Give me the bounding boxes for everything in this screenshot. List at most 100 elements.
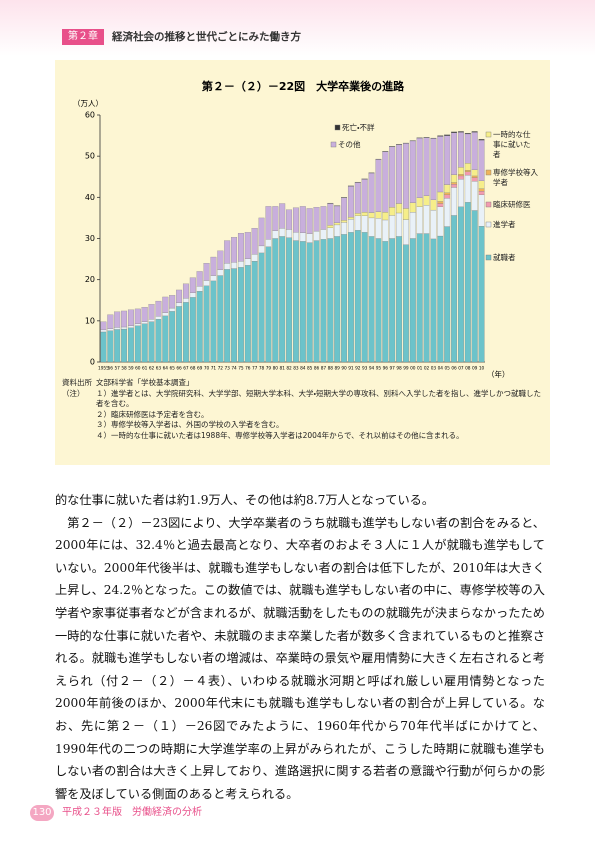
bar-segment: [396, 212, 403, 237]
bar-segment: [306, 242, 313, 363]
bar-segment: [100, 329, 107, 333]
legend-swatch: [485, 131, 492, 138]
bar-segment: [423, 205, 430, 234]
chart-title: 第２－（２）－22図 大学卒業後の進路: [202, 79, 405, 93]
bar-segment: [334, 205, 341, 223]
x-tick-label: 81: [279, 366, 285, 372]
bar-segment: [347, 232, 354, 363]
bar-segment: [402, 143, 409, 209]
y-tick-label: 20: [85, 275, 95, 284]
x-tick-label: 07: [458, 366, 464, 372]
bar-segment: [341, 222, 348, 235]
x-tick-label: 57: [114, 366, 120, 372]
bar-segment: [444, 198, 451, 227]
bar-segment: [313, 230, 320, 241]
bar-segment: [182, 302, 189, 363]
bar-segment: [416, 137, 423, 198]
bar-segment: [464, 132, 471, 135]
x-tick-label: 82: [286, 366, 292, 372]
bar-segment: [437, 191, 444, 202]
note-item: ２）臨床研修医は予定者を含む。: [96, 409, 209, 419]
chart-box: 第２－（２）－22図 大学卒業後の進路 （万人） （年） 0 10 20 30 40 50…: [55, 60, 550, 465]
bar-segment: [251, 261, 258, 363]
x-tick-label: 05: [444, 366, 450, 372]
bar-segment: [471, 169, 478, 177]
legend-swatch: [485, 201, 492, 208]
x-tick-label: 02: [424, 366, 430, 372]
bar-segment: [155, 319, 162, 363]
bar-segment: [265, 239, 272, 247]
bar-segment: [402, 244, 409, 363]
x-tick-label: 65: [169, 366, 175, 372]
bar-segment: [451, 132, 458, 175]
x-tick-label: 80: [273, 366, 279, 372]
x-tick-label: 01: [417, 366, 423, 372]
bar-segment: [334, 222, 341, 226]
bar-segment: [478, 191, 485, 195]
bar-segment: [409, 202, 416, 213]
bar-segment: [100, 331, 107, 363]
bar-segment: [430, 209, 437, 240]
bar-segment: [196, 286, 203, 292]
bar-segment: [382, 241, 389, 363]
series-label: その他: [338, 140, 361, 149]
bar-segment: [279, 236, 286, 363]
bar-segment: [176, 302, 183, 307]
x-tick-label: 89: [334, 366, 340, 372]
source-row: 資料出所 文部科学省「学校基本調査」: [62, 378, 542, 389]
bar-segment: [169, 307, 176, 312]
bar-segment: [464, 171, 471, 176]
bar-segment: [176, 289, 183, 303]
bar-segment: [148, 319, 155, 322]
x-tick-label: 75: [238, 366, 244, 372]
bar-segment: [299, 241, 306, 363]
bar-segment: [437, 206, 444, 237]
bar-segment: [396, 203, 403, 214]
y-unit: （万人）: [73, 99, 103, 108]
bar-segment: [375, 159, 382, 212]
y-tick-label: 30: [85, 234, 95, 243]
bar-segment: [127, 325, 134, 328]
x-tick-label: 1955: [98, 366, 109, 372]
bar-segment: [286, 229, 293, 238]
x-tick-label: 94: [369, 366, 375, 372]
bar-segment: [437, 201, 444, 204]
series-label: 就職者: [493, 253, 516, 262]
x-tick-label: 92: [355, 366, 361, 372]
bar-segment: [444, 226, 451, 363]
chart: 第２－（２）－22図 大学卒業後の進路 （万人） （年） 01020304050…: [73, 79, 510, 379]
bar-segment: [258, 217, 265, 247]
bar-segment: [354, 213, 361, 216]
bar-segment: [464, 163, 471, 171]
bar-segment: [224, 263, 231, 270]
bar-segment: [361, 179, 368, 213]
bar-segment: [389, 146, 396, 208]
bar-segment: [176, 306, 183, 363]
bar-segment: [471, 177, 478, 182]
x-tick-label: 74: [231, 366, 237, 372]
x-tick-label: 67: [183, 366, 189, 372]
bar-segment: [396, 144, 403, 204]
x-tick-label: 63: [156, 366, 162, 372]
bar-segment: [210, 275, 217, 282]
bar-segment: [457, 167, 464, 175]
bar-segment: [375, 211, 382, 219]
bar-segment: [354, 215, 361, 231]
bar-segment: [320, 239, 327, 363]
bar-segment: [430, 138, 437, 200]
bar-segment: [306, 208, 313, 234]
bar-segment: [141, 307, 148, 322]
bar-segment: [341, 234, 348, 363]
bar-segment: [121, 310, 128, 328]
bar-segment: [464, 174, 471, 203]
bar-segment: [155, 300, 162, 317]
bar-segment: [162, 296, 169, 313]
bar-segment: [279, 203, 286, 229]
x-tick-label: 99: [403, 366, 409, 372]
bar-segment: [451, 131, 458, 133]
x-tick-label: 91: [348, 366, 354, 372]
y-tick-label: 60: [85, 111, 95, 120]
bar-segment: [478, 139, 485, 181]
bar-segment: [471, 181, 478, 211]
bar-segment: [279, 228, 286, 237]
